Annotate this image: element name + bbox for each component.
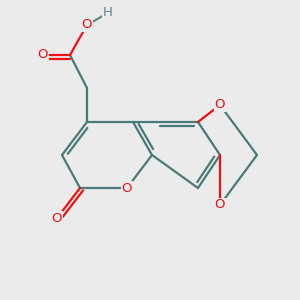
Text: H: H: [103, 7, 113, 20]
Text: O: O: [122, 182, 132, 194]
Text: O: O: [215, 199, 225, 212]
Text: O: O: [215, 98, 225, 112]
Text: O: O: [52, 212, 62, 224]
Text: O: O: [82, 19, 92, 32]
Text: O: O: [38, 49, 48, 62]
